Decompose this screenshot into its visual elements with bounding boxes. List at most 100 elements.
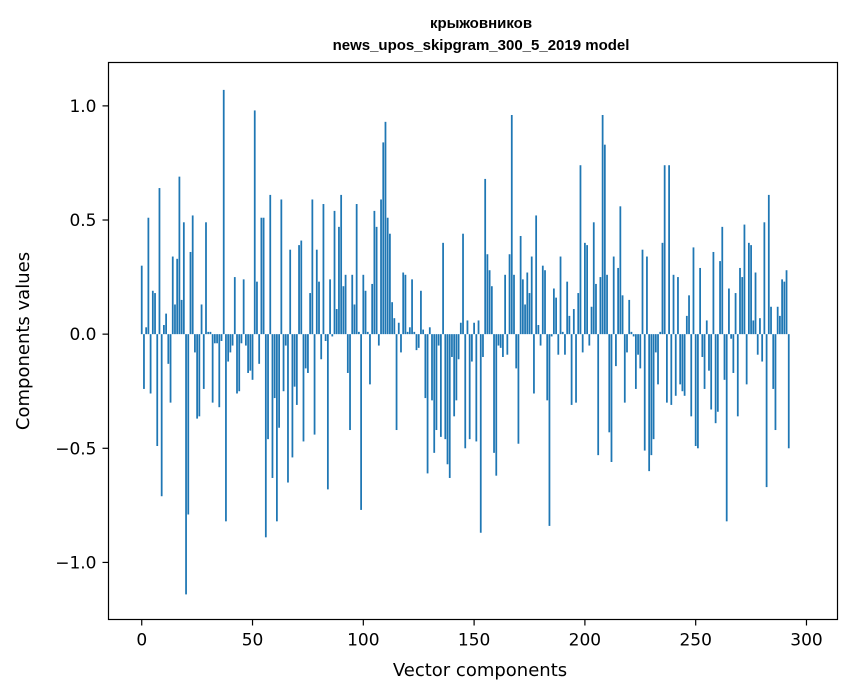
bar-152 [477,320,480,335]
bar-270 [739,267,741,335]
chart-title: крыжовников [430,15,532,32]
bar-134 [437,334,440,346]
bar-147 [466,320,469,335]
bar-163 [502,334,504,357]
bar-174 [526,272,529,335]
bar-61 [276,334,278,522]
bar-99 [360,334,362,510]
bar-50 [251,334,254,380]
bar-161 [497,334,500,346]
bar-153 [479,334,482,533]
bar-57 [267,334,269,440]
bar-94 [349,334,351,431]
bar-276 [752,320,755,335]
bar-246 [685,315,688,335]
y-axis-label: Components values [13,252,34,430]
bar-252 [699,267,701,335]
bar-257 [710,334,713,410]
bar-27 [200,304,203,335]
bar-282 [765,334,768,488]
bar-236 [663,165,666,335]
bar-102 [366,331,369,335]
bar-183 [546,334,549,401]
bar-218 [623,334,626,403]
bar-208 [601,115,604,335]
bar-30 [207,331,210,335]
bar-280 [761,334,764,362]
bar-8 [158,188,161,335]
bar-82 [322,204,325,335]
bar-170 [517,334,520,444]
bar-253 [701,334,704,357]
bar-234 [659,331,662,335]
bar-194 [570,334,573,405]
bar-6 [154,293,156,335]
bar-124 [415,334,418,351]
plot-frame [107,61,839,621]
bar-101 [364,290,367,335]
bar-188 [557,334,560,355]
bar-91 [342,286,345,335]
bar-285 [772,334,775,389]
bar-213 [612,256,615,335]
bar-122 [411,279,413,335]
bar-13 [169,334,172,403]
bar-189 [559,256,562,335]
bar-196 [575,334,577,403]
bar-242 [677,277,679,335]
bar-228 [646,256,648,335]
bar-129 [426,334,429,474]
bar-64 [282,334,285,392]
bar-113 [391,302,394,335]
bar-172 [521,279,524,335]
bar-23 [191,215,194,335]
bar-125 [417,334,420,348]
bar-286 [774,334,777,431]
bar-142 [455,334,458,401]
bar-278 [756,334,759,355]
bar-105 [373,210,376,335]
bar-136 [442,242,444,335]
bar-210 [606,274,608,335]
bar-54 [260,217,263,335]
bar-96 [353,304,356,335]
x-tick-label-300: 300 [790,631,822,651]
bar-198 [579,165,582,335]
y-axis-ticks: 1.0 0.5 0.0 −0.5 −1.0 [55,97,109,573]
x-axis-ticks: 0 50 100 150 200 250 300 [136,619,823,651]
bar-247 [688,295,690,335]
bar-290 [783,281,786,335]
bar-56 [264,334,267,538]
bar-179 [537,325,540,335]
bar-76 [309,293,312,335]
bar-281 [763,222,766,335]
bar-80 [318,281,320,335]
bar-243 [679,334,682,385]
bar-175 [528,293,531,335]
bar-173 [524,304,526,335]
bar-67 [289,249,292,335]
bar-288 [779,315,781,335]
bar-79 [315,249,318,335]
bar-48 [247,334,249,373]
bar-224 [637,334,639,355]
bar-155 [484,178,487,335]
y-tick-label-3: −0.5 [55,439,96,459]
chart-subtitle: news_upos_skipgram_300_5_2019 model [333,37,630,54]
bar-138 [446,334,449,465]
bar-12 [167,334,170,364]
bar-4 [149,334,152,394]
bar-167 [510,115,513,335]
x-axis-label: Vector components [393,660,567,681]
bar-186 [552,288,555,335]
bar-251 [697,334,699,449]
bar-45 [240,334,243,344]
bar-220 [628,299,631,335]
bar-114 [393,318,396,335]
bar-248 [690,334,693,417]
bar-14 [171,256,174,335]
bars-group [140,89,790,595]
bar-201 [586,245,588,335]
bar-144 [459,322,462,335]
bar-107 [377,334,380,346]
